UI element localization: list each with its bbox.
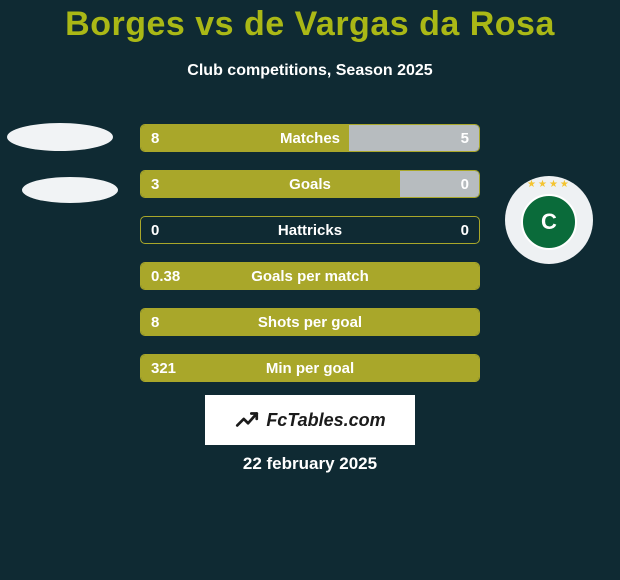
stat-bar-matches: 8Matches5 (140, 124, 480, 152)
brand-icon-line (238, 414, 258, 426)
infographic-stage: Borges vs de Vargas da Rosa Club competi… (0, 0, 620, 580)
left-badge-ellipse-2 (22, 177, 118, 203)
star-icon: ★ (560, 179, 569, 190)
stat-bar-goals: 3Goals0 (140, 170, 480, 198)
right-club-logo: C (521, 194, 577, 250)
brand-box: FcTables.com (205, 395, 415, 445)
star-icon: ★ (527, 179, 536, 190)
comparison-bars: 8Matches53Goals00Hattricks00.38Goals per… (140, 124, 480, 400)
star-icon: ★ (538, 179, 547, 190)
stat-bar-goals-per-match: 0.38Goals per match (140, 262, 480, 290)
stat-label: Hattricks (141, 217, 479, 243)
stat-right-value: 0 (461, 217, 469, 243)
star-icon: ★ (549, 179, 558, 190)
stat-label: Min per goal (141, 355, 479, 381)
stat-bar-hattricks: 0Hattricks0 (140, 216, 480, 244)
stat-bar-min-per-goal: 321Min per goal (140, 354, 480, 382)
stat-right-value: 0 (461, 171, 469, 197)
page-title: Borges vs de Vargas da Rosa (0, 5, 620, 44)
right-club-stars: ★★★★ (527, 179, 569, 190)
stat-label: Goals per match (141, 263, 479, 289)
stat-label: Goals (141, 171, 479, 197)
left-badge-ellipse-1 (7, 123, 113, 151)
right-club-logo-letter: C (541, 209, 557, 235)
stat-label: Shots per goal (141, 309, 479, 335)
brand-icon (234, 407, 260, 433)
page-subtitle: Club competitions, Season 2025 (0, 62, 620, 80)
brand-text: FcTables.com (266, 410, 385, 431)
date-text: 22 february 2025 (0, 454, 620, 474)
stat-right-value: 5 (461, 125, 469, 151)
stat-label: Matches (141, 125, 479, 151)
stat-bar-shots-per-goal: 8Shots per goal (140, 308, 480, 336)
